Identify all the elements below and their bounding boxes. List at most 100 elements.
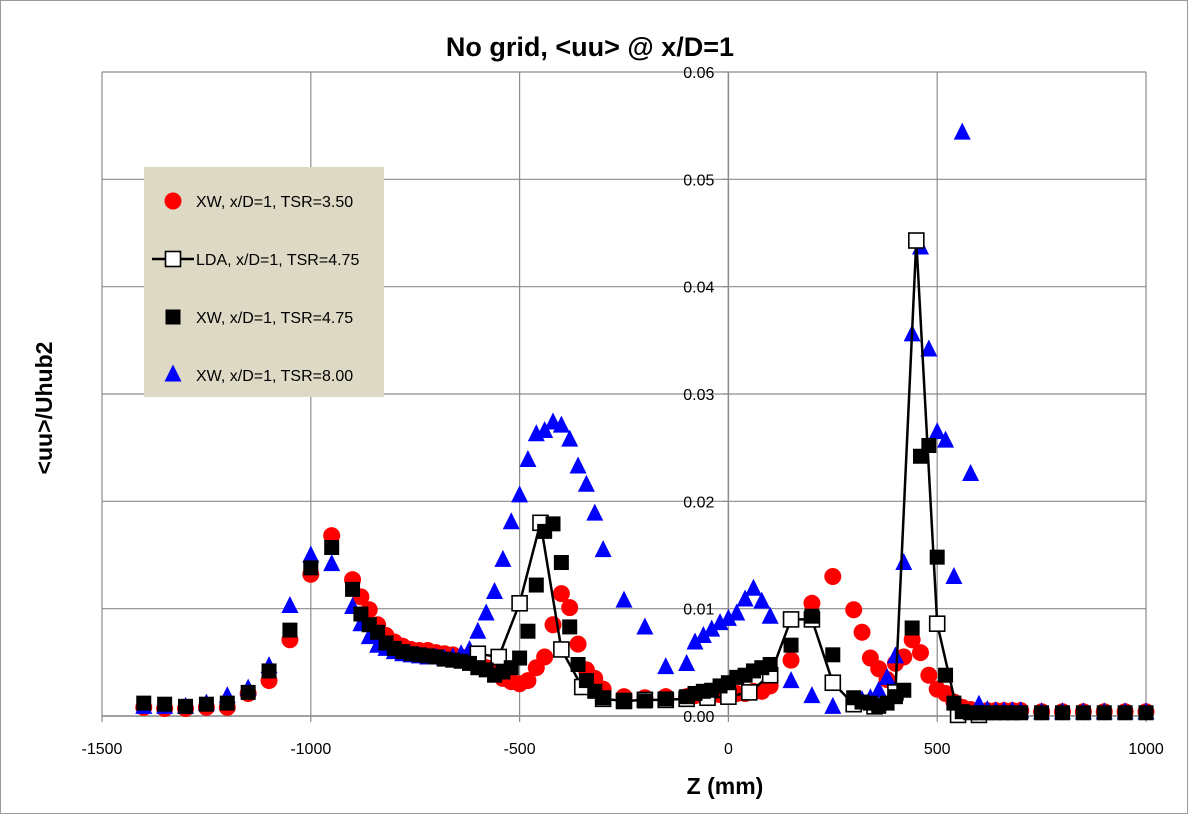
data-point <box>953 122 971 140</box>
data-point <box>198 696 214 712</box>
data-point <box>762 656 778 672</box>
data-point <box>928 615 946 632</box>
data-point <box>878 667 896 685</box>
data-point <box>469 621 487 639</box>
data-point <box>553 641 570 658</box>
data-point <box>323 527 341 545</box>
legend-marker <box>164 250 182 268</box>
data-point <box>686 632 704 650</box>
data-point <box>896 682 912 698</box>
data-point <box>824 696 842 714</box>
data-point <box>694 626 712 644</box>
data-point <box>753 591 771 609</box>
data-point <box>303 560 319 576</box>
x-tick-label: 1000 <box>1128 741 1164 758</box>
data-point <box>569 635 587 653</box>
data-point <box>744 578 762 596</box>
data-point <box>824 674 842 692</box>
data-point <box>615 590 633 608</box>
y-tick-label: 0.04 <box>683 280 714 297</box>
x-axis-title: Z (mm) <box>687 773 764 799</box>
data-point <box>911 644 929 662</box>
data-point <box>360 627 378 645</box>
x-tick-label: -1500 <box>82 741 123 758</box>
y-tick-label: 0.02 <box>683 494 714 511</box>
data-point <box>845 601 863 619</box>
data-point <box>536 648 554 666</box>
data-point <box>921 438 937 454</box>
axes: -1500 -1000 -500 0 500 1000 0.00 0.01 0.02 0.03 0.… <box>82 65 1164 758</box>
data-point <box>345 581 361 597</box>
legend-marker <box>164 192 182 210</box>
data-point <box>586 503 604 521</box>
data-point <box>938 667 954 683</box>
data-point <box>536 421 554 439</box>
data-point <box>903 631 921 649</box>
data-point <box>886 646 904 664</box>
data-point <box>945 567 963 584</box>
series-3 <box>136 438 1154 721</box>
data-point <box>511 594 528 612</box>
data-point <box>658 691 674 707</box>
data-point <box>678 653 696 671</box>
data-point <box>928 422 946 440</box>
data-point <box>1138 705 1154 721</box>
x-tick-label: -1000 <box>290 741 331 758</box>
data-point <box>561 429 579 447</box>
legend-marker <box>164 364 182 382</box>
data-point <box>1117 705 1133 721</box>
data-point <box>577 474 595 492</box>
data-point <box>477 603 495 621</box>
legend-marker <box>165 309 181 325</box>
legend-box <box>144 167 384 397</box>
data-point <box>703 619 721 637</box>
data-point <box>736 589 754 607</box>
data-point <box>490 648 508 666</box>
data-point <box>553 555 569 571</box>
data-point <box>908 232 925 249</box>
data-point <box>594 540 612 558</box>
data-point <box>562 619 578 635</box>
y-axis-title: <uu>/Uhub2 <box>31 342 57 475</box>
data-point <box>178 698 194 714</box>
data-point <box>261 663 277 679</box>
data-point <box>545 516 561 532</box>
data-point <box>783 637 799 653</box>
data-point <box>240 684 256 700</box>
data-point <box>519 672 537 690</box>
legend-label: LDA, x/D=1, TSR=4.75 <box>196 252 359 269</box>
data-point <box>761 606 779 624</box>
legend: XW, x/D=1, TSR=3.50 LDA, x/D=1, TSR=4.75 X… <box>144 167 384 397</box>
x-tick-label: 500 <box>924 741 951 758</box>
data-point <box>323 554 341 572</box>
data-point <box>595 690 611 706</box>
data-point <box>637 693 653 709</box>
data-point <box>920 666 938 684</box>
data-point <box>520 623 536 639</box>
data-point <box>552 585 570 603</box>
legend-label: XW, x/D=1, TSR=4.75 <box>196 310 353 327</box>
data-point <box>782 671 800 689</box>
data-point <box>870 680 888 698</box>
data-point <box>219 695 235 711</box>
plot-series <box>135 122 1155 724</box>
data-point <box>803 686 821 704</box>
data-point <box>636 617 654 635</box>
y-tick-label: 0.01 <box>683 602 714 619</box>
y-tick-label: 0.00 <box>683 709 714 726</box>
data-point <box>324 539 340 555</box>
data-point <box>728 603 746 621</box>
legend-label: XW, x/D=1, TSR=8.00 <box>196 368 353 385</box>
data-point <box>511 485 529 503</box>
x-tick-label: -500 <box>504 741 536 758</box>
data-point <box>825 647 841 663</box>
data-point <box>740 684 758 701</box>
data-point <box>281 595 299 613</box>
data-point <box>486 582 504 600</box>
data-point <box>1096 705 1112 721</box>
data-point <box>853 623 871 641</box>
y-tick-label: 0.05 <box>683 172 714 189</box>
data-point <box>782 611 800 628</box>
